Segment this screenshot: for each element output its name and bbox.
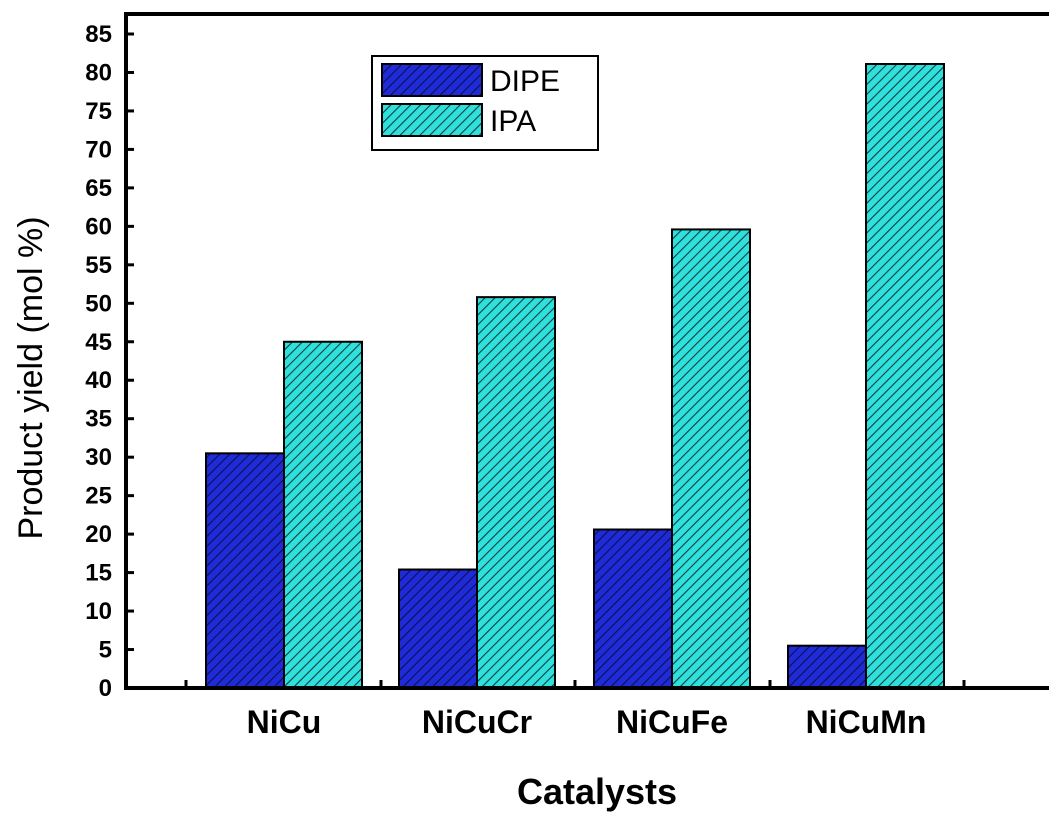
- bar-dipe-nicucr: [398, 568, 478, 689]
- axes-layer: [124, 12, 1049, 690]
- x-category-label: NiCuCr: [422, 704, 532, 740]
- y-tick-label: 70: [85, 136, 112, 163]
- y-tick-label: 80: [85, 59, 112, 86]
- y-tick-label: 20: [85, 521, 112, 548]
- legend-swatch-dipe: [381, 63, 483, 97]
- x-category-label: NiCuMn: [806, 704, 927, 740]
- legend-label-dipe: DIPE: [490, 65, 560, 98]
- y-tick-label: 35: [85, 406, 112, 433]
- y-tick-label: 5: [99, 637, 112, 664]
- x-axis-title: Catalysts: [517, 771, 677, 812]
- bar-ipa-nicu: [283, 340, 363, 689]
- bars-layer: [205, 63, 945, 690]
- y-tick-label: 45: [85, 329, 112, 356]
- y-tick-label: 40: [85, 367, 112, 394]
- y-tick-label: 10: [85, 598, 112, 625]
- bar-ipa-nicucr: [476, 296, 556, 689]
- y-tick-label: 85: [85, 21, 112, 48]
- y-axis-title: Product yield (mol %): [12, 216, 50, 539]
- y-tick-label: 55: [85, 252, 112, 279]
- y-tick-label: 15: [85, 560, 112, 587]
- y-tick-label: 60: [85, 213, 112, 240]
- y-tick-label: 65: [85, 175, 112, 202]
- bar-dipe-nicumn: [787, 644, 867, 690]
- y-tick-label: 50: [85, 290, 112, 317]
- legend-swatch-ipa: [381, 103, 483, 137]
- x-category-label: NiCu: [247, 704, 322, 740]
- bar-ipa-nicufe: [671, 228, 751, 689]
- y-tick-label: 30: [85, 444, 112, 471]
- legend-label-ipa: IPA: [490, 105, 536, 138]
- bar-ipa-nicumn: [865, 63, 945, 689]
- y-tick-label: 0: [99, 675, 112, 702]
- y-tick-label: 25: [85, 483, 112, 510]
- bar-dipe-nicu: [205, 452, 285, 689]
- x-categories: NiCu NiCuCr NiCuFe NiCuMn: [247, 704, 927, 740]
- bar-dipe-nicufe: [593, 528, 673, 689]
- y-tick-label: 75: [85, 98, 112, 125]
- y-ticks: 0 5 10 15 20 25 30 35 40 45 50 55 60 65 70 75 80 85: [85, 21, 134, 702]
- x-category-label: NiCuFe: [616, 704, 728, 740]
- legend: DIPE IPA: [371, 55, 599, 151]
